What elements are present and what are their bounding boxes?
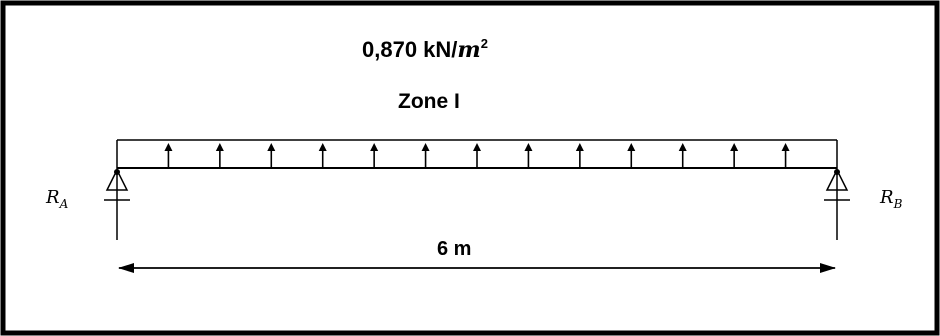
load-arrow-icon bbox=[575, 143, 584, 168]
load-unit: m bbox=[457, 37, 480, 63]
load-arrow-icon bbox=[627, 143, 636, 168]
support-left-pin-icon bbox=[114, 169, 120, 175]
load-arrows bbox=[164, 143, 790, 168]
load-arrow-icon bbox=[421, 143, 430, 168]
load-value: 0,870 kN/ bbox=[362, 37, 457, 62]
load-arrow-icon bbox=[524, 143, 533, 168]
support-left bbox=[104, 168, 130, 240]
load-arrow-icon bbox=[473, 143, 481, 168]
reaction-b-subscript: B bbox=[893, 197, 903, 211]
load-arrow-icon bbox=[267, 143, 276, 168]
load-arrow-icon bbox=[215, 143, 224, 168]
load-arrow-icon bbox=[318, 143, 327, 168]
load-arrow-icon bbox=[370, 143, 379, 168]
zone-label: Zone I bbox=[398, 90, 460, 113]
load-unit-exponent: 2 bbox=[481, 36, 488, 51]
load-arrow-icon bbox=[678, 143, 687, 168]
span-label: 6 m bbox=[437, 238, 471, 260]
reaction-b-symbol: R bbox=[879, 187, 894, 208]
reaction-a-subscript: A bbox=[59, 197, 69, 211]
load-label: 0,870 kN/m2 bbox=[362, 36, 488, 63]
reaction-a-label: RA bbox=[45, 187, 69, 211]
support-right-pin-icon bbox=[834, 169, 840, 175]
load-arrow-icon bbox=[730, 143, 739, 168]
reaction-b-label: RB bbox=[879, 187, 903, 211]
reaction-a-symbol: R bbox=[45, 187, 60, 208]
distributed-load bbox=[116, 139, 838, 168]
support-right bbox=[824, 168, 850, 240]
load-arrow-icon bbox=[781, 143, 790, 168]
load-arrow-icon bbox=[164, 143, 173, 168]
